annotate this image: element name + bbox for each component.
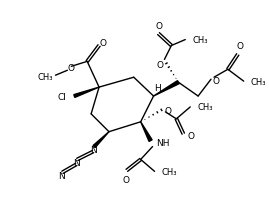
Polygon shape: [74, 88, 99, 98]
Text: O: O: [187, 132, 194, 140]
Text: CH₃: CH₃: [161, 167, 177, 176]
Text: H: H: [154, 83, 161, 92]
Polygon shape: [141, 122, 152, 142]
Text: Cl: Cl: [58, 92, 66, 101]
Text: CH₃: CH₃: [192, 36, 208, 45]
Text: O: O: [213, 76, 220, 85]
Text: O: O: [122, 175, 129, 184]
Text: NH: NH: [157, 138, 170, 147]
Text: O: O: [68, 63, 75, 72]
Polygon shape: [93, 132, 109, 148]
Text: N: N: [90, 145, 97, 154]
Text: CH₃: CH₃: [38, 72, 54, 81]
Text: O: O: [157, 61, 164, 69]
Text: CH₃: CH₃: [251, 77, 266, 86]
Text: N: N: [73, 158, 80, 167]
Text: O: O: [155, 22, 162, 31]
Text: O: O: [164, 107, 171, 116]
Polygon shape: [154, 81, 179, 97]
Text: O: O: [100, 39, 107, 48]
Text: CH₃: CH₃: [197, 103, 213, 112]
Text: N: N: [58, 171, 65, 180]
Text: O: O: [236, 42, 243, 51]
